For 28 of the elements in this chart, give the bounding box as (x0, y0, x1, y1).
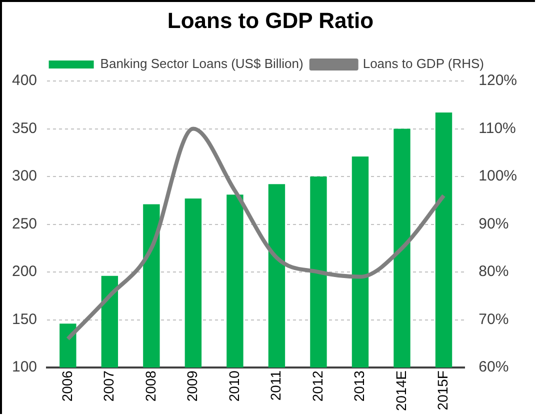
x-tick-label: 2006 (58, 370, 75, 402)
legend-label: Loans to GDP (RHS) (362, 56, 484, 72)
x-tick-label: 2013 (351, 370, 368, 402)
y-tick-label: 100 (12, 358, 38, 376)
y2-tick-label: 120% (478, 72, 518, 90)
y-tick-label: 150 (12, 310, 38, 328)
x-tick-label: 2007 (100, 370, 117, 402)
y-tick-label: 300 (12, 168, 38, 185)
y-tick-label: 250 (12, 215, 38, 232)
y2-tick-label: 100% (478, 168, 518, 185)
y2-tick-label: 90% (478, 215, 509, 232)
x-tick-label: 2008 (142, 370, 158, 402)
x-tick-label: 2011 (268, 370, 284, 401)
y-tick-label: 200 (12, 263, 38, 280)
y2-tick-label: 80% (478, 263, 509, 280)
y2-tick-label: 70% (478, 310, 509, 328)
y2-tick-label: 60% (478, 358, 509, 376)
legend-label: Banking Sector Loans (US$ Billion) (100, 56, 304, 72)
x-tick-label: 2010 (226, 370, 242, 402)
x-tick-label: 2015F (434, 370, 451, 410)
x-tick-label: 2009 (184, 370, 200, 402)
y2-tick-label: 110% (478, 120, 516, 137)
y-tick-label: 400 (12, 72, 38, 90)
chart-title: Loans to GDP Ratio (166, 8, 375, 34)
y-tick-label: 350 (12, 120, 38, 137)
x-tick-label: 2012 (309, 370, 326, 402)
x-tick-label: 2014E (392, 370, 409, 411)
line-series (66, 126, 446, 341)
